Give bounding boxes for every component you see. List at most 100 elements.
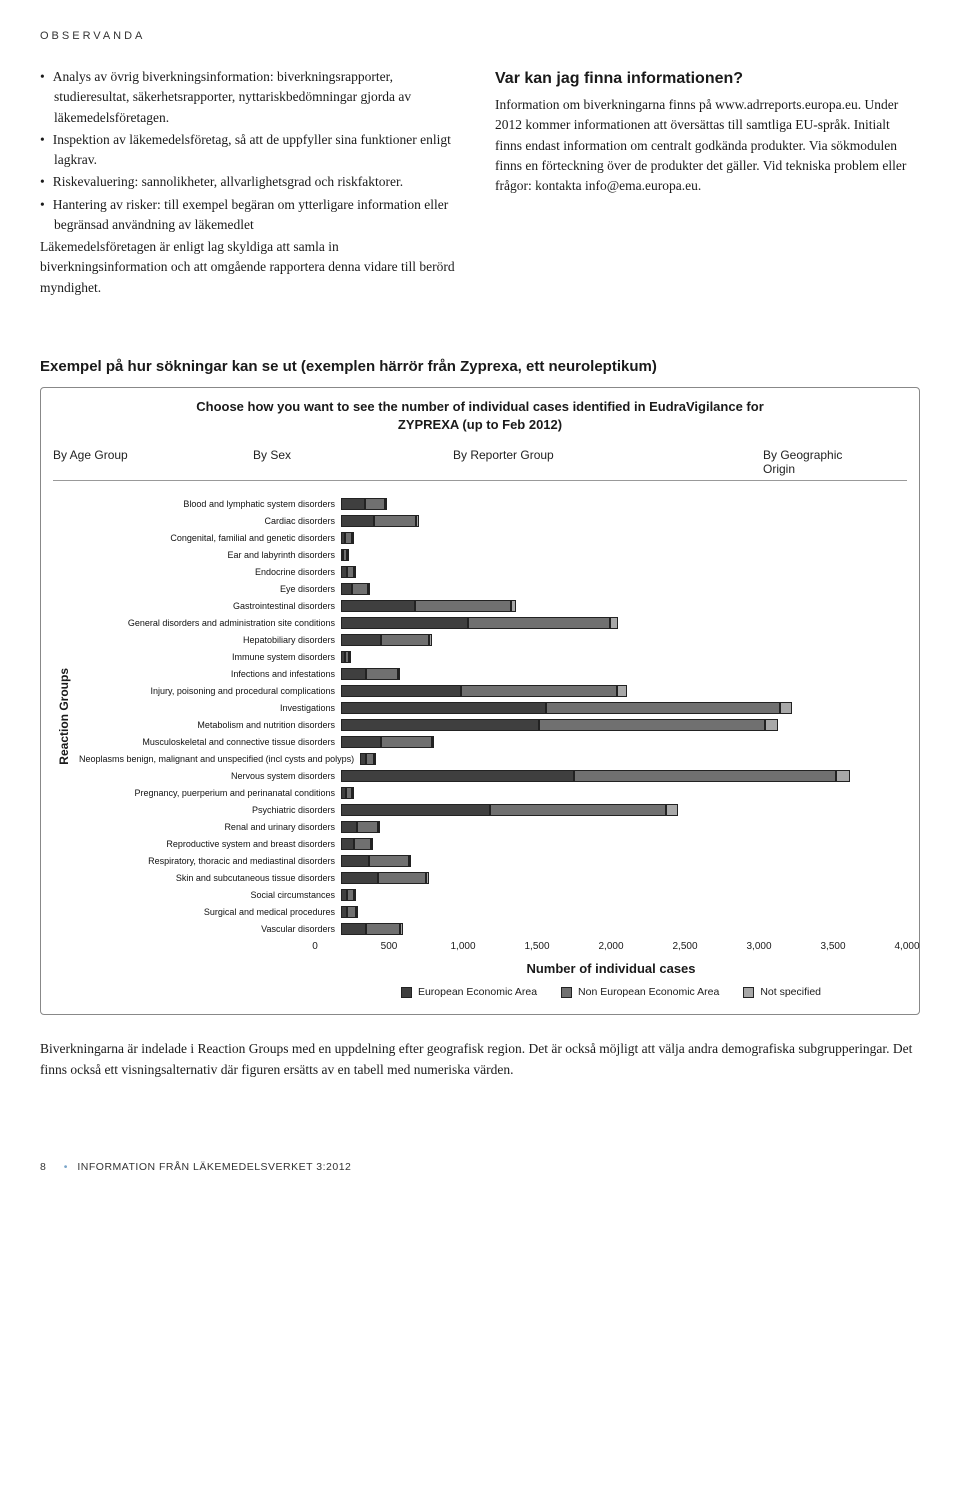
y-axis-label: Reaction Groups <box>53 668 75 765</box>
chart-title-line1: Choose how you want to see the number of… <box>196 399 764 414</box>
bar-area <box>341 582 907 596</box>
bar-segment <box>461 685 617 697</box>
chart-row: Skin and subcutaneous tissue disorders <box>79 869 907 886</box>
category-label: Investigations <box>79 703 341 713</box>
legend-label: Not specified <box>760 986 821 998</box>
bullet-item: Analys av övrig biverkningsinformation: … <box>40 67 465 128</box>
legend-item-non-eea: Non European Economic Area <box>561 986 719 998</box>
category-label: Surgical and medical procedures <box>79 907 341 917</box>
bar-segment <box>354 889 356 901</box>
bar-area <box>341 769 907 783</box>
category-label: Gastrointestinal disorders <box>79 601 341 611</box>
bar-segment <box>341 804 490 816</box>
tab-sex[interactable]: By Sex <box>253 444 423 480</box>
bar-segment <box>352 787 354 799</box>
bar-area <box>341 548 907 562</box>
chart-row: Injury, poisoning and procedural complic… <box>79 682 907 699</box>
bar-area <box>341 905 907 919</box>
bar-segment <box>347 906 355 918</box>
bar-segment <box>341 855 369 867</box>
chart-row: Respiratory, thoracic and mediastinal di… <box>79 852 907 869</box>
bar-segment <box>354 838 371 850</box>
category-label: Congenital, familial and genetic disorde… <box>79 533 341 543</box>
bar-segment <box>374 515 416 527</box>
legend-swatch-icon <box>401 987 412 998</box>
x-tick-label: 2,000 <box>598 941 623 952</box>
chart-caption: Biverkningarna är indelade i Reaction Gr… <box>40 1039 920 1081</box>
legend-swatch-icon <box>743 987 754 998</box>
bar-segment <box>369 855 409 867</box>
example-heading: Exempel på hur sökningar kan se ut (exem… <box>40 358 920 375</box>
bar-segment <box>366 753 374 765</box>
bar-segment <box>666 804 677 816</box>
bar-segment <box>381 736 432 748</box>
footer-bullet-icon: • <box>64 1161 68 1173</box>
tab-reporter-group[interactable]: By Reporter Group <box>453 444 733 480</box>
bar-segment <box>341 702 546 714</box>
bar-segment <box>371 838 373 850</box>
bullet-list: Analys av övrig biverkningsinformation: … <box>40 67 465 235</box>
x-tick-label: 2,500 <box>672 941 697 952</box>
chart-row: Psychiatric disorders <box>79 801 907 818</box>
legend-label: European Economic Area <box>418 986 537 998</box>
category-label: Injury, poisoning and procedural complic… <box>79 686 341 696</box>
bar-segment <box>836 770 850 782</box>
bar-segment <box>610 617 618 629</box>
chart-row: Blood and lymphatic system disorders <box>79 495 907 512</box>
category-label: Blood and lymphatic system disorders <box>79 499 341 509</box>
section-label: OBSERVANDA <box>40 30 920 42</box>
footer-text: INFORMATION FRÅN LÄKEMEDELSVERKET 3:2012 <box>77 1161 351 1173</box>
chart-row: Cardiac disorders <box>79 512 907 529</box>
chart-row: General disorders and administration sit… <box>79 614 907 631</box>
bar-segment <box>617 685 627 697</box>
bar-area <box>341 922 907 936</box>
bullet-item: Hantering av risker: till exempel begära… <box>40 195 465 236</box>
bar-segment <box>341 685 461 697</box>
bar-segment <box>409 855 411 867</box>
chart-tabs: By Age Group By Sex By Reporter Group By… <box>53 444 907 481</box>
bar-area <box>341 531 907 545</box>
category-label: Neoplasms benign, malignant and unspecif… <box>79 754 360 764</box>
bar-segment <box>341 821 357 833</box>
bar-segment <box>385 498 387 510</box>
bar-segment <box>365 498 385 510</box>
legend-item-eea: European Economic Area <box>401 986 537 998</box>
page-footer: 8 • INFORMATION FRÅN LÄKEMEDELSVERKET 3:… <box>40 1161 920 1173</box>
chart-row: Infections and infestations <box>79 665 907 682</box>
trailing-paragraph: Läkemedelsföretagen är enligt lag skyldi… <box>40 237 465 298</box>
bar-area <box>341 616 907 630</box>
chart-row: Immune system disorders <box>79 648 907 665</box>
category-label: Cardiac disorders <box>79 516 341 526</box>
x-tick-label: 1,000 <box>450 941 475 952</box>
chart-row: Eye disorders <box>79 580 907 597</box>
chart-row: Social circumstances <box>79 886 907 903</box>
bar-segment <box>546 702 779 714</box>
bar-area <box>341 633 907 647</box>
category-label: Pregnancy, puerperium and perinanatal co… <box>79 788 341 798</box>
x-tick-label: 3,500 <box>820 941 845 952</box>
bar-area <box>341 701 907 715</box>
bar-area <box>341 667 907 681</box>
category-label: Musculoskeletal and connective tissue di… <box>79 737 341 747</box>
bar-segment <box>341 600 415 612</box>
bar-segment <box>429 634 432 646</box>
bar-segment <box>366 923 400 935</box>
bullet-item: Inspektion av läkemedelsföretag, så att … <box>40 130 465 171</box>
tab-geographic-origin[interactable]: By Geographic Origin <box>763 444 877 480</box>
bar-segment <box>356 906 358 918</box>
category-label: Immune system disorders <box>79 652 341 662</box>
tab-age-group[interactable]: By Age Group <box>53 444 223 480</box>
chart-body: Reaction Groups Blood and lymphatic syst… <box>53 495 907 937</box>
chart-row: Ear and labyrinth disorders <box>79 546 907 563</box>
bar-segment <box>341 498 365 510</box>
right-body: Information om biverkningarna finns på w… <box>495 95 920 196</box>
x-tick-label: 500 <box>381 941 398 952</box>
legend-label: Non European Economic Area <box>578 986 719 998</box>
category-label: Renal and urinary disorders <box>79 822 341 832</box>
x-axis-title: Number of individual cases <box>53 961 907 976</box>
chart-legend: European Economic Area Non European Econ… <box>53 986 907 998</box>
bar-segment <box>347 889 355 901</box>
bar-segment <box>341 617 468 629</box>
bar-segment <box>366 668 397 680</box>
bar-area <box>341 837 907 851</box>
